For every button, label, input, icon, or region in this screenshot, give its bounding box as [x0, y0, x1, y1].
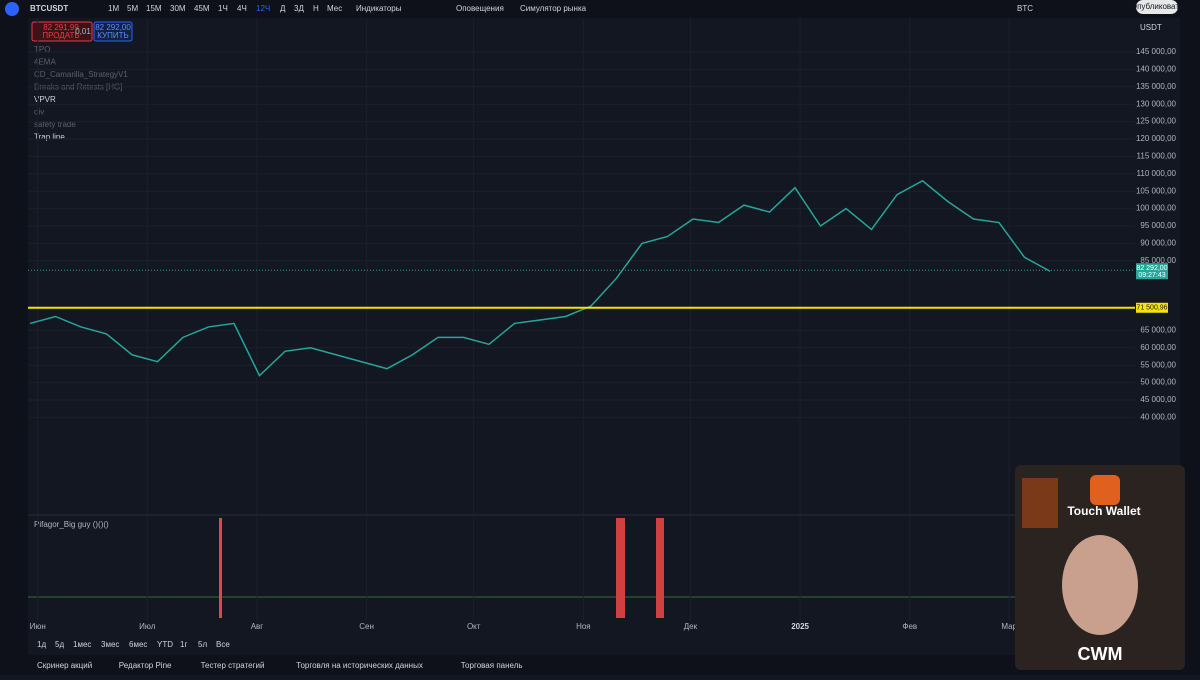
last-price-tag — [1136, 263, 1168, 280]
timeframe[interactable]: 4Ч — [237, 4, 247, 13]
y-tick-label: 135 000,00 — [1136, 82, 1177, 91]
y-tick-label: 100 000,00 — [1136, 204, 1177, 213]
timeframe[interactable]: 3Д — [294, 4, 304, 13]
timeframe[interactable]: 45М — [194, 4, 210, 13]
range-button[interactable]: 5л — [198, 640, 207, 649]
timeframe[interactable]: Д — [280, 4, 286, 13]
y-tick-label: 45 000,00 — [1140, 395, 1176, 404]
indicators[interactable]: Индикаторы — [356, 4, 402, 13]
x-tick-label: Мар — [1001, 622, 1017, 631]
timeframe[interactable]: 12Ч — [256, 4, 270, 13]
range-button[interactable]: 1д — [37, 640, 46, 649]
range-button[interactable]: 5д — [55, 640, 64, 649]
indicator-name[interactable]: TPO — [34, 45, 50, 54]
symbol[interactable]: BTCUSDT — [30, 4, 68, 13]
oscillator-name: Pifagor_Big guy ()()() — [34, 520, 109, 529]
y-tick-label: 140 000,00 — [1136, 65, 1177, 74]
y-tick-label: 55 000,00 — [1140, 360, 1176, 369]
countdown: 09:27:43 — [1138, 272, 1165, 279]
indicator-name[interactable]: safety trade — [34, 120, 76, 129]
sell-label: ПРОДАТЬ — [42, 31, 79, 40]
publish-button[interactable] — [1136, 0, 1178, 14]
timeframe[interactable]: Мес — [327, 4, 342, 13]
y-tick-label: 130 000,00 — [1136, 99, 1177, 108]
y-tick-label: 125 000,00 — [1136, 117, 1177, 126]
x-tick-label: Окт — [467, 622, 481, 631]
level-tag — [1136, 302, 1168, 313]
indicator-name[interactable]: 4EMA — [34, 58, 56, 67]
indicator-name[interactable]: Trap line — [34, 133, 65, 142]
x-tick-label: Сен — [359, 622, 374, 631]
osc-marker — [616, 518, 625, 618]
publish[interactable]: Опубликовать — [1131, 2, 1183, 11]
y-tick-label: 105 000,00 — [1136, 186, 1177, 195]
range-button[interactable]: 6мес — [129, 640, 147, 649]
last-price-label: 82 292,00 — [1136, 265, 1167, 272]
y-tick-label: 145 000,00 — [1136, 47, 1177, 56]
timeframe[interactable]: 1Ч — [218, 4, 228, 13]
buy-price: 82 292,00 — [95, 23, 131, 32]
x-tick-label: Фев — [902, 622, 917, 631]
x-tick-label: Авг — [251, 622, 264, 631]
brand-logo — [1090, 475, 1120, 505]
price-line — [29, 179, 1051, 377]
ticker[interactable]: BTC — [1017, 4, 1033, 13]
y-tick-label: 110 000,00 — [1137, 169, 1177, 178]
osc-marker — [219, 518, 222, 618]
x-tick-label: Ноя — [576, 622, 591, 631]
y-tick-label: 40 000,00 — [1140, 413, 1176, 422]
range-button[interactable]: YTD — [157, 640, 173, 649]
sell-button[interactable] — [31, 21, 93, 42]
timeframe[interactable]: 1М — [108, 4, 119, 13]
spread: 0,01 — [75, 27, 91, 36]
y-tick-label: 50 000,00 — [1140, 378, 1176, 387]
timeframe[interactable]: Н — [313, 4, 319, 13]
buy-button[interactable] — [93, 21, 133, 42]
timeframe[interactable]: 5М — [127, 4, 138, 13]
bottom-tab[interactable]: Торговая панель — [461, 661, 523, 670]
x-tick-label: Июл — [139, 622, 156, 631]
bottom-tab[interactable]: Редактор Pine — [119, 661, 172, 670]
indicator-name[interactable]: VPVR — [34, 95, 56, 104]
x-tick-label: Дек — [684, 622, 698, 631]
buy-label: КУПИТЬ — [97, 31, 128, 40]
osc-marker — [656, 518, 664, 618]
brand-text: Touch Wallet — [1067, 504, 1140, 518]
range-button[interactable]: Все — [216, 640, 230, 649]
x-tick-label: Июн — [30, 622, 46, 631]
bottom-tab[interactable]: Скринер акций — [37, 661, 92, 670]
y-tick-label: 115 000,00 — [1137, 152, 1177, 161]
y-tick-label: 120 000,00 — [1136, 134, 1177, 143]
left-toolbar — [0, 18, 28, 675]
indicator-name[interactable]: div — [34, 108, 44, 117]
range-button[interactable]: 1г — [180, 640, 187, 649]
bottom-tab[interactable]: Тестер стратегий — [201, 661, 265, 670]
y-tick-label: 65 000,00 — [1140, 326, 1176, 335]
poster — [1022, 478, 1058, 528]
bottom-tabs — [28, 655, 1180, 675]
face — [1062, 535, 1138, 635]
level-label: 71 500,96 — [1136, 305, 1167, 312]
y-tick-label: 90 000,00 — [1140, 239, 1176, 248]
logo-text: CWM — [1078, 644, 1123, 664]
alerts[interactable]: Оповещения — [456, 4, 504, 13]
range-button[interactable]: 1мес — [73, 640, 91, 649]
timeframe[interactable]: 15М — [146, 4, 162, 13]
avatar[interactable] — [5, 2, 19, 16]
timeframe[interactable]: 30М — [170, 4, 186, 13]
bottom-tab[interactable]: Торговля на исторических данных — [296, 661, 423, 670]
range-button[interactable]: 3мес — [101, 640, 119, 649]
top-bar — [0, 0, 1200, 18]
x-tick-label: 2025 — [791, 622, 809, 631]
y-tick-label: 95 000,00 — [1140, 221, 1176, 230]
indicator-name[interactable]: CD_Camarilla_StrategyV1 — [34, 70, 128, 79]
simulator[interactable]: Симулятор рынка — [520, 4, 587, 13]
y-tick-label: 60 000,00 — [1140, 343, 1176, 352]
currency: USDT — [1140, 23, 1162, 32]
y-tick-label: 85 000,00 — [1140, 256, 1176, 265]
sell-price: 82 291,99 — [43, 23, 79, 32]
